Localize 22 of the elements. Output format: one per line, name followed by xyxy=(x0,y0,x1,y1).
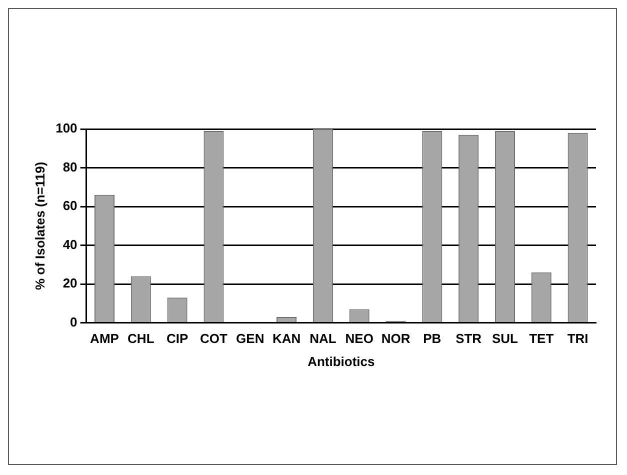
x-tick-label: GEN xyxy=(236,331,264,346)
y-tick-label: 20 xyxy=(62,276,78,291)
x-tick-label: NOR xyxy=(381,331,411,346)
x-tick-label: PB xyxy=(423,331,442,346)
x-tick-label: COT xyxy=(200,331,228,346)
y-tick-label: 80 xyxy=(62,159,78,174)
x-tick-label: STR xyxy=(456,331,482,346)
x-tick-label: NAL xyxy=(310,331,336,346)
y-tick-label: 60 xyxy=(62,198,78,214)
y-tick-label: 40 xyxy=(62,236,78,252)
x-tick-label: KAN xyxy=(272,331,301,346)
x-tick-label: TET xyxy=(529,331,554,346)
x-tick-label: CIP xyxy=(166,331,188,346)
x-tick-label: NEO xyxy=(345,331,374,346)
x-tick-label: AMP xyxy=(90,331,120,346)
x-axis-title: Antibiotics xyxy=(308,354,375,369)
x-tick-label: TRI xyxy=(567,331,588,346)
y-axis-title: % of Isolates (n=119) xyxy=(32,162,48,290)
y-tick-label: 0 xyxy=(70,314,78,330)
x-tick-label: SUL xyxy=(492,331,518,346)
y-tick-label: 100 xyxy=(56,120,78,136)
x-tick-label: CHL xyxy=(128,331,154,346)
